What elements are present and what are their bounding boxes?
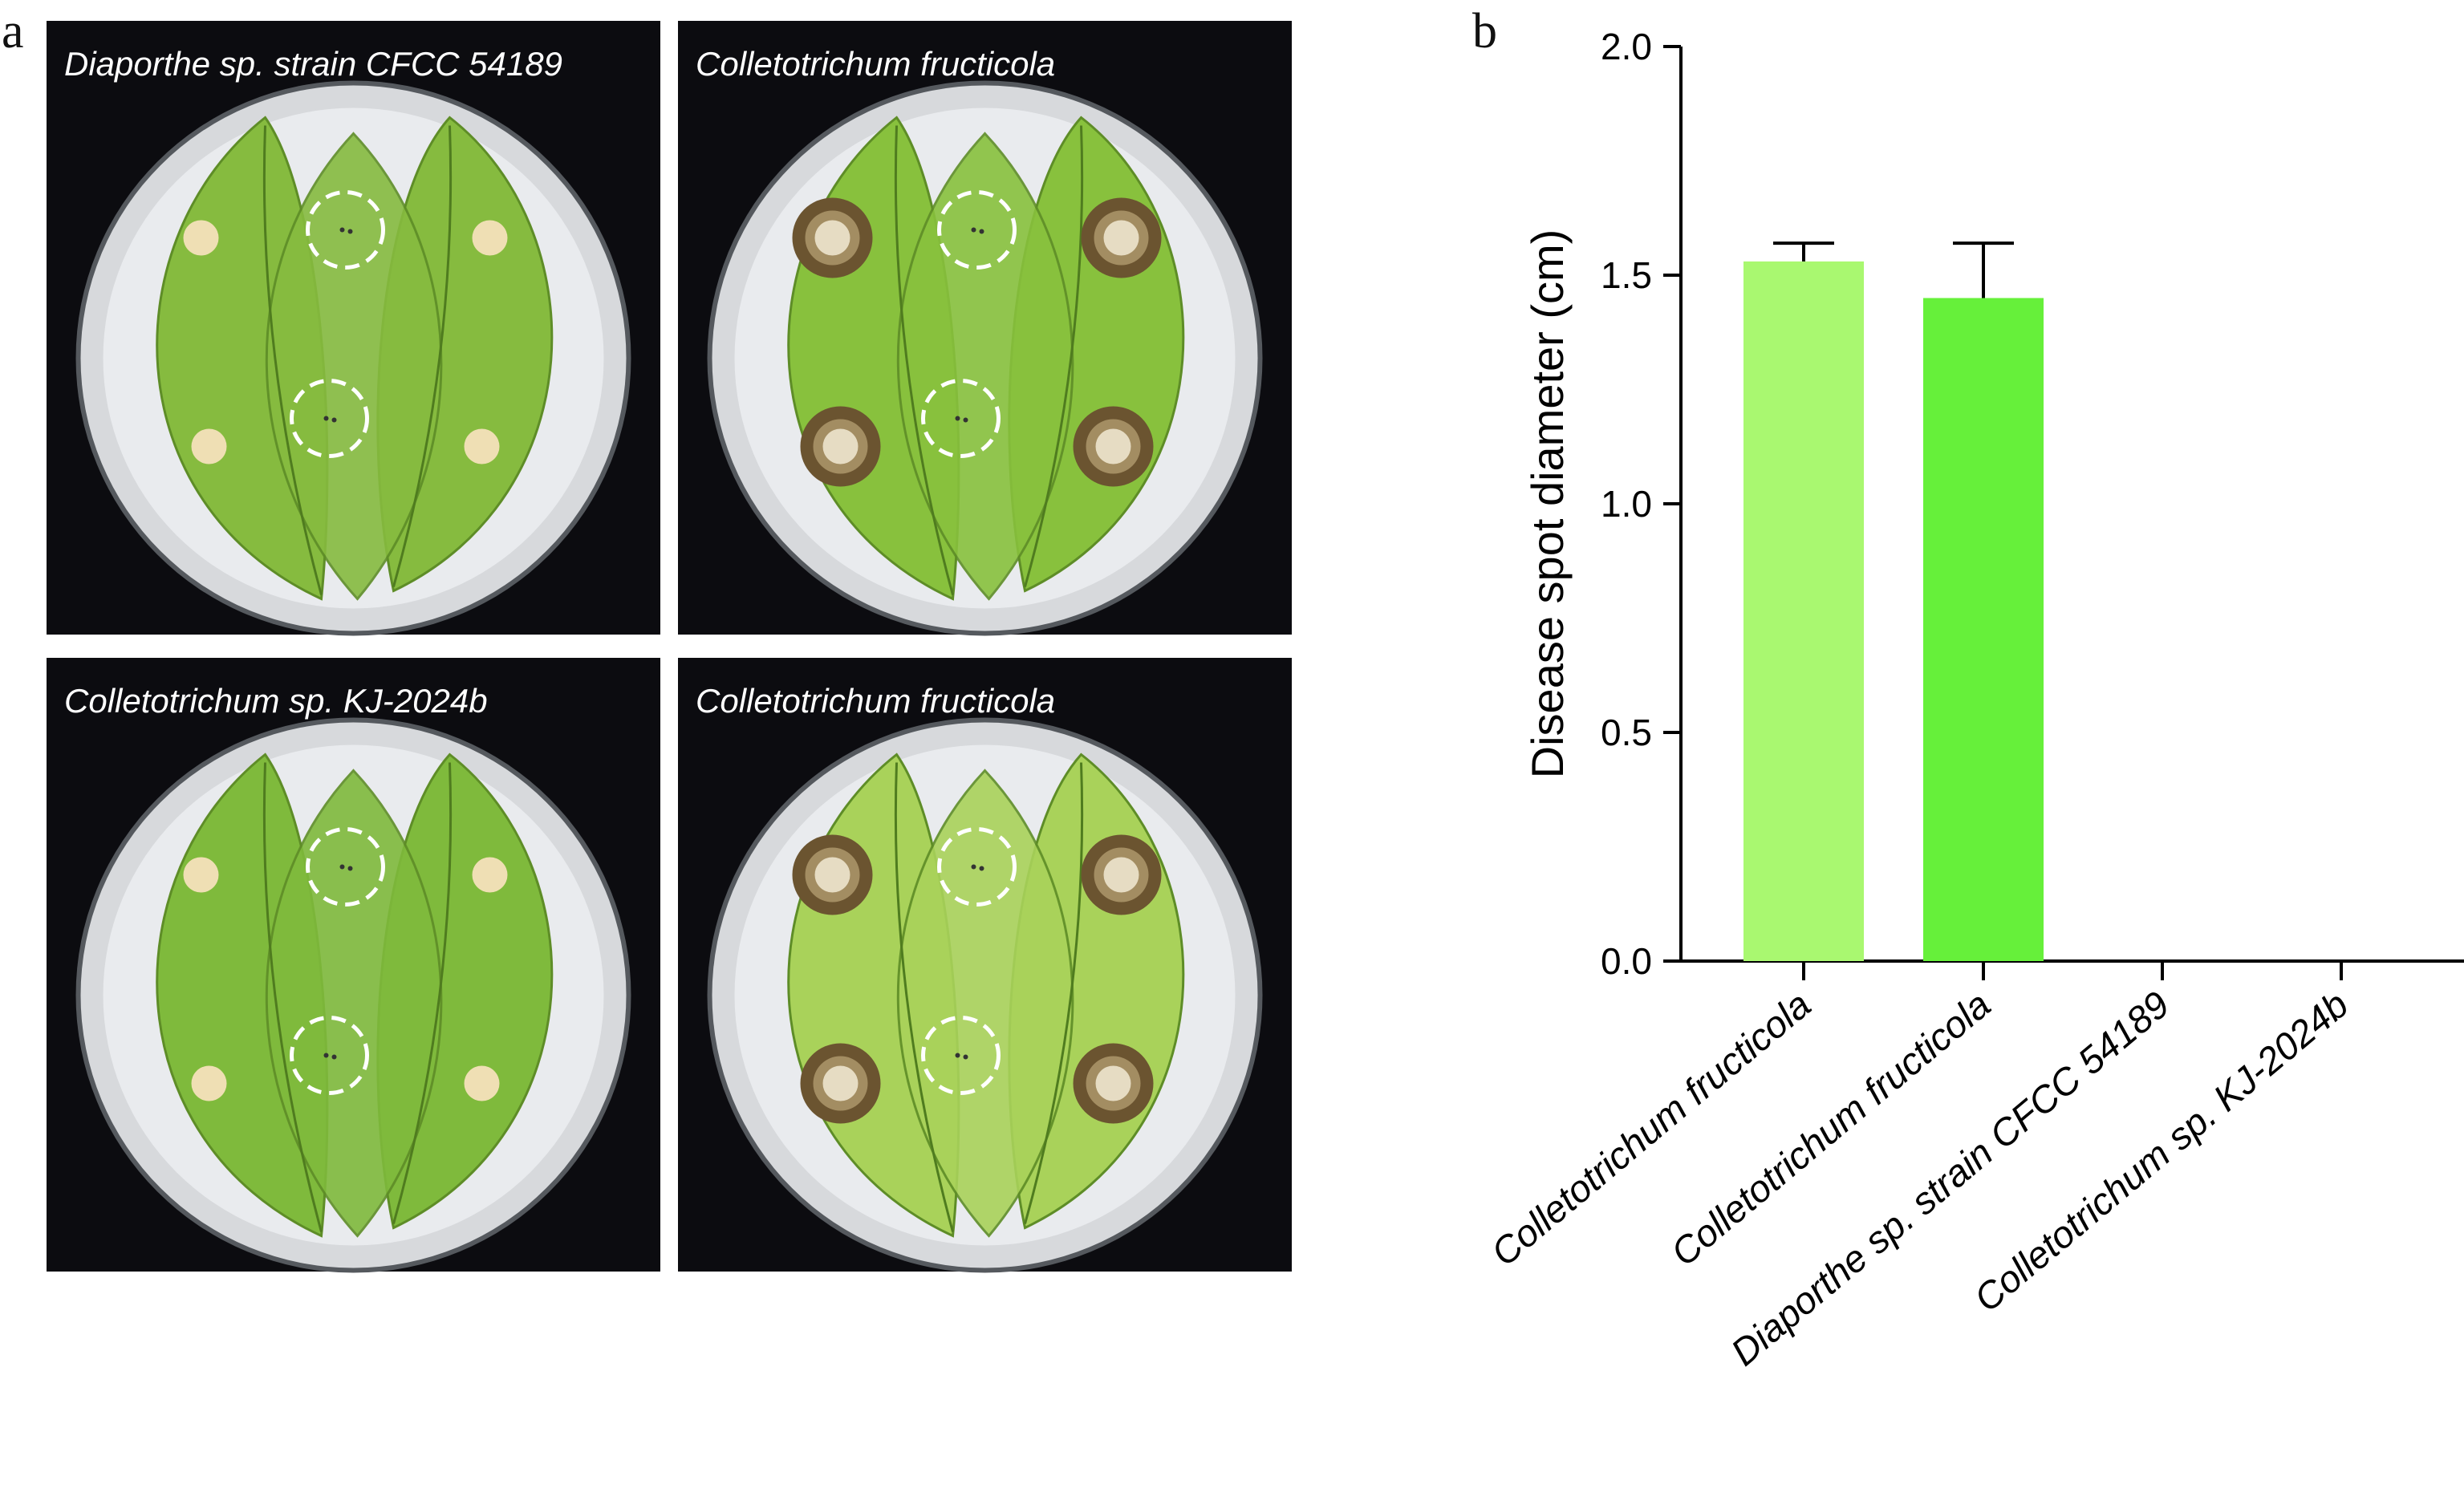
control-circle	[306, 190, 385, 270]
control-circle	[937, 827, 1017, 907]
mycelial-plug	[1095, 1065, 1131, 1101]
wound-point	[955, 416, 960, 421]
wound-point	[963, 1054, 968, 1060]
leaf-vein	[894, 125, 954, 595]
mycelial-plug	[814, 857, 850, 893]
leaf-vein	[262, 125, 323, 595]
photo-panel-1: Diaporthe sp. strain CFCC 54189	[47, 21, 660, 636]
photo-caption: Diaporthe sp. strain CFCC 54189	[64, 45, 562, 83]
leaf-center	[265, 132, 443, 601]
mycelial-plug	[822, 1065, 859, 1101]
x-tick-label: Colletotrichum fructicola	[1662, 983, 1998, 1274]
wound-point	[339, 864, 345, 870]
control-circle	[921, 1016, 1001, 1095]
wound-point	[971, 864, 976, 870]
mycelial-plug	[1095, 428, 1131, 464]
wound-point	[971, 227, 976, 233]
y-tick-label: 0.0	[1601, 940, 1652, 982]
photo-caption: Colletotrichum fructicola	[696, 682, 1055, 720]
mycelial-plug	[464, 1065, 500, 1101]
control-circle	[290, 379, 369, 458]
y-tick-label: 0.5	[1601, 712, 1652, 753]
photo-grid: Diaporthe sp. strain CFCC 54189 Colletotr…	[47, 21, 1292, 1273]
mycelial-plug	[814, 220, 850, 256]
mycelial-plug	[1103, 220, 1139, 256]
panel-a-label: a	[2, 4, 24, 59]
leaf-vein	[392, 762, 453, 1224]
photo-caption: Colletotrichum sp. KJ-2024b	[64, 682, 488, 720]
wound-point	[331, 1054, 337, 1060]
wound-point	[323, 416, 329, 421]
mycelial-plug	[472, 220, 508, 256]
leaf-vein	[392, 125, 453, 587]
y-tick-label: 1.0	[1601, 483, 1652, 525]
wound-point	[331, 417, 337, 423]
leaf-center	[265, 769, 443, 1238]
photo-panel-2: Colletotrichum fructicola	[678, 21, 1292, 636]
y-axis-label: Disease spot diameter (cm)	[1522, 229, 1573, 779]
control-circle	[921, 379, 1001, 458]
leaf-vein	[894, 762, 954, 1232]
mycelial-plug	[191, 1065, 227, 1101]
wound-point	[963, 417, 968, 423]
wound-point	[323, 1053, 329, 1058]
wound-point	[347, 229, 353, 234]
leaf-vein	[1024, 125, 1084, 587]
wound-point	[955, 1053, 960, 1058]
mycelial-plug	[464, 428, 500, 464]
x-tick-label: Colletotrichum fructicola	[1483, 983, 1818, 1274]
leaf-vein	[262, 762, 323, 1232]
photo-caption: Colletotrichum fructicola	[696, 45, 1055, 83]
panel-b-label: b	[1472, 4, 1497, 59]
leaf-center	[896, 769, 1074, 1238]
mycelial-plug	[183, 220, 219, 256]
wound-point	[979, 866, 984, 871]
mycelial-plug	[472, 857, 508, 893]
y-tick-label: 1.5	[1601, 254, 1652, 296]
bar-2	[1923, 298, 2044, 961]
y-tick-label: 2.0	[1601, 26, 1652, 67]
mycelial-plug	[183, 857, 219, 893]
leaf-vein	[1024, 762, 1084, 1224]
wound-point	[339, 227, 345, 233]
wound-point	[347, 866, 353, 871]
mycelial-plug	[1103, 857, 1139, 893]
mycelial-plug	[822, 428, 859, 464]
wound-point	[979, 229, 984, 234]
photo-panel-3: Colletotrichum sp. KJ-2024b	[47, 658, 660, 1273]
control-circle	[937, 190, 1017, 270]
bar-1	[1743, 261, 1864, 961]
control-circle	[290, 1016, 369, 1095]
x-tick-label: Colletotrichum sp. KJ-2024b	[1966, 983, 2356, 1320]
mycelial-plug	[191, 428, 227, 464]
control-circle	[306, 827, 385, 907]
photo-panel-4: Colletotrichum fructicola	[678, 658, 1292, 1273]
leaf-center	[896, 132, 1074, 601]
